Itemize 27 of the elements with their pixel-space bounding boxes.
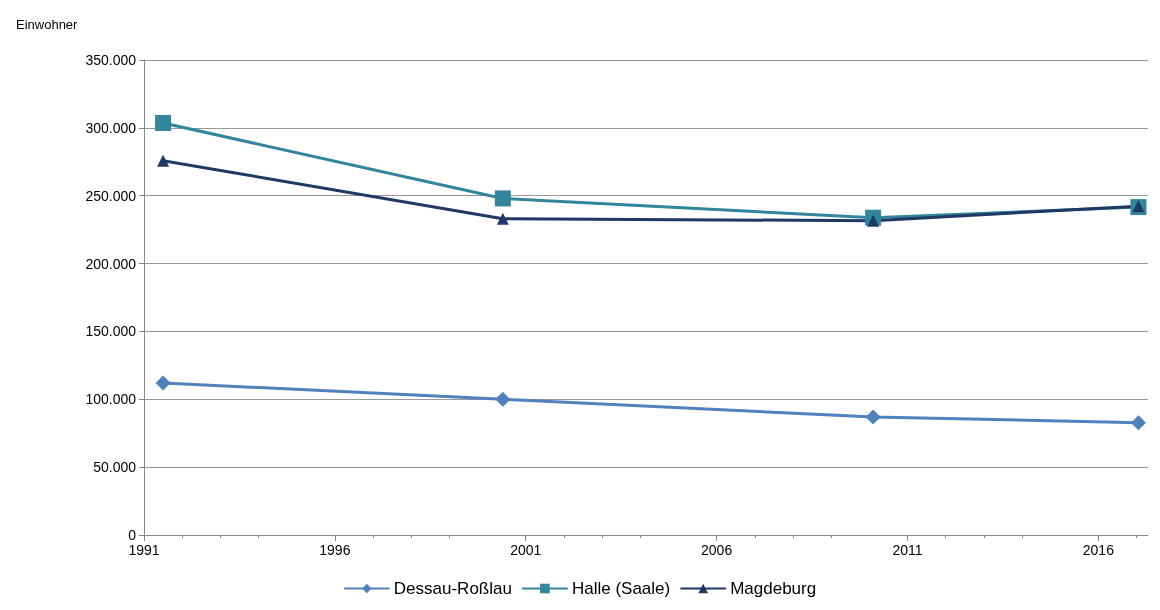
point [494,190,511,207]
x-tick-label: 2011 [892,542,923,558]
legend-label: Magdeburg [730,579,817,598]
point [867,214,880,227]
y-axis-title: Einwohner [16,17,79,32]
legend-label: Dessau-Roßlau [393,579,512,598]
point [155,114,172,131]
point [157,154,170,167]
y-tick-label: 50.000 [93,459,137,476]
point [155,375,171,391]
y-tick-label: 250.000 [85,187,137,204]
point [1130,415,1146,431]
point [495,391,511,407]
point [865,409,881,425]
y-tick-label: 0 [128,527,137,543]
x-tick-label: 2001 [510,542,542,558]
x-tick-label: 2016 [1082,542,1115,558]
y-tick-label: 350.000 [85,52,137,68]
x-tick-label: 1996 [319,542,351,558]
legend-label: Halle (Saale) [571,579,671,598]
point [496,212,509,225]
y-tick-label: 300.000 [85,119,137,136]
x-tick-label: 2006 [701,542,733,558]
y-tick-label: 200.000 [85,255,137,272]
y-tick-label: 150.000 [85,323,137,340]
x-tick-label: 1991 [128,542,160,558]
y-tick-label: 100.000 [85,391,137,408]
